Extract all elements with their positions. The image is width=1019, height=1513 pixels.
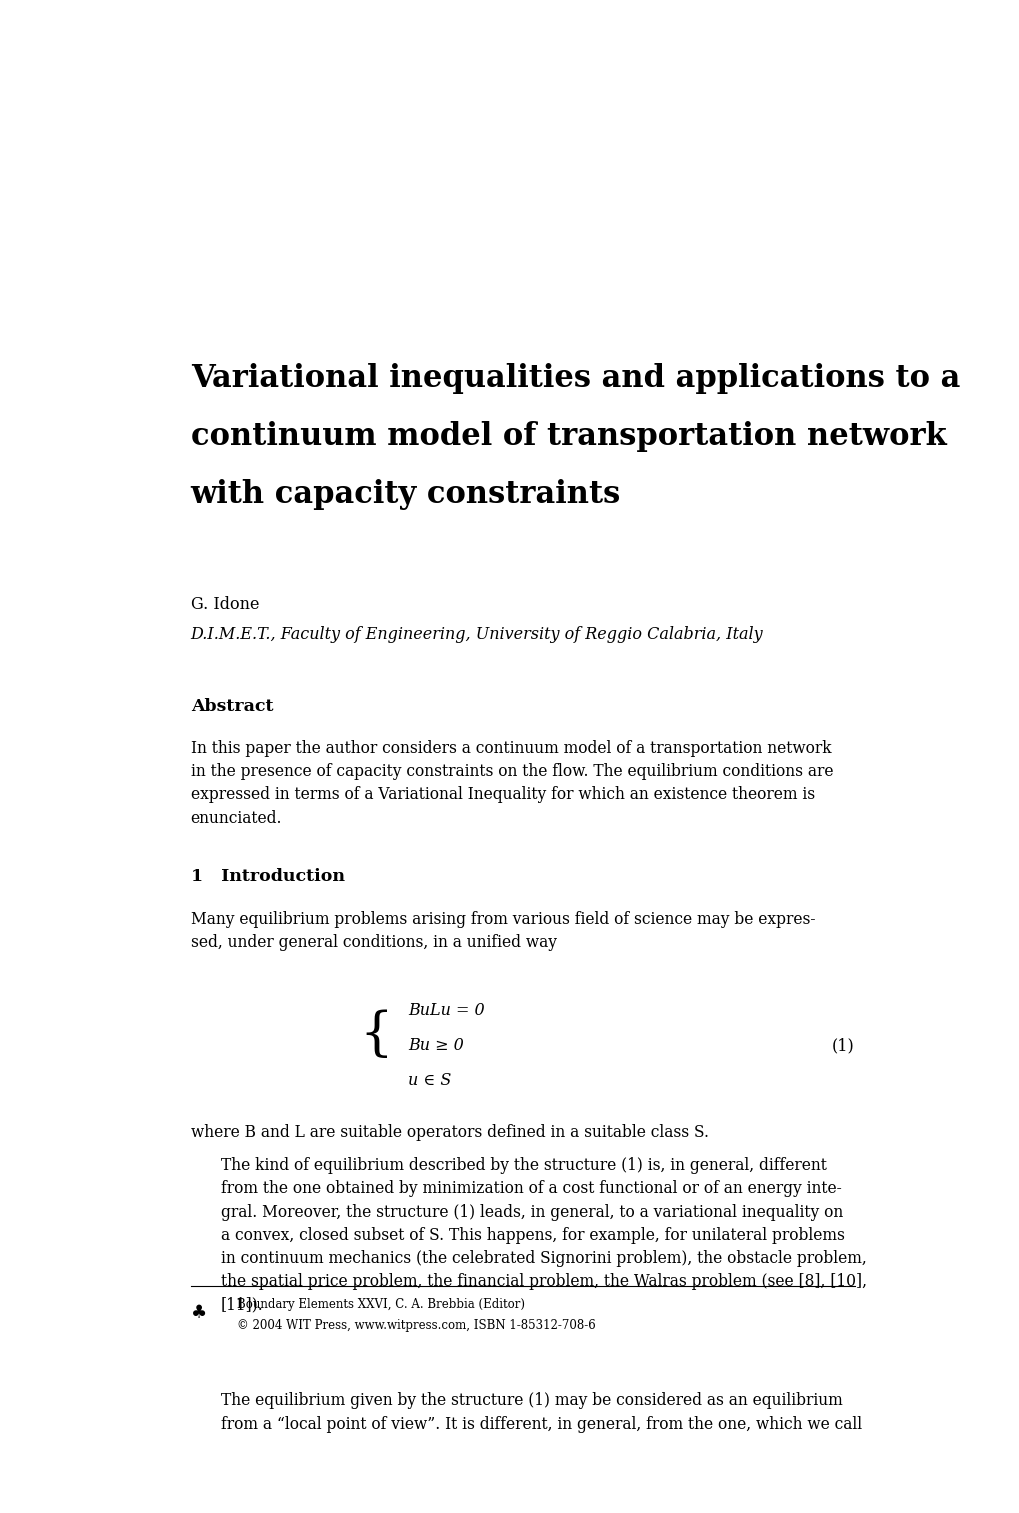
Text: 1   Introduction: 1 Introduction [191, 868, 344, 885]
Text: Variational inequalities and applications to a: Variational inequalities and application… [191, 363, 959, 393]
Text: In this paper the author considers a continuum model of a transportation network: In this paper the author considers a con… [191, 740, 833, 826]
Text: BuLu = 0: BuLu = 0 [408, 1002, 484, 1020]
Text: The kind of equilibrium described by the structure (1) is, in general, different: The kind of equilibrium described by the… [220, 1157, 866, 1313]
Text: continuum model of transportation network: continuum model of transportation networ… [191, 421, 946, 452]
Text: Boundary Elements XXVI, C. A. Brebbia (Editor): Boundary Elements XXVI, C. A. Brebbia (E… [236, 1298, 524, 1310]
Text: ♣: ♣ [191, 1304, 207, 1322]
Text: Bu ≥ 0: Bu ≥ 0 [408, 1036, 464, 1055]
Text: u ∈ S: u ∈ S [408, 1073, 451, 1089]
Text: where B and L are suitable operators defined in a suitable class S.: where B and L are suitable operators def… [191, 1124, 708, 1141]
Text: (1): (1) [832, 1036, 854, 1055]
Text: © 2004 WIT Press, www.witpress.com, ISBN 1-85312-708-6: © 2004 WIT Press, www.witpress.com, ISBN… [236, 1319, 595, 1331]
Text: G. Idone: G. Idone [191, 596, 259, 613]
Text: with capacity constraints: with capacity constraints [191, 480, 621, 510]
Text: Many equilibrium problems arising from various field of science may be expres-
s: Many equilibrium problems arising from v… [191, 911, 814, 952]
Text: The equilibrium given by the structure (1) may be considered as an equilibrium
f: The equilibrium given by the structure (… [220, 1392, 861, 1433]
Text: {: { [360, 1009, 393, 1061]
Text: D.I.M.E.T., Faculty of Engineering, University of Reggio Calabria, Italy: D.I.M.E.T., Faculty of Engineering, Univ… [191, 626, 762, 643]
Text: Abstract: Abstract [191, 697, 273, 716]
